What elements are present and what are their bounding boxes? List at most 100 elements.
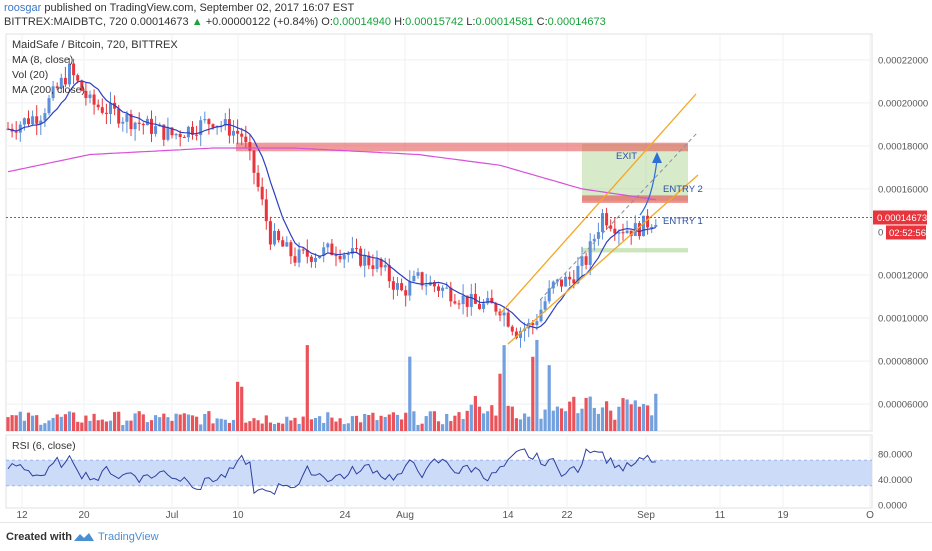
x-tick-label: 19 <box>777 510 789 521</box>
volume-bar <box>113 412 117 431</box>
candle-body <box>576 265 580 284</box>
volume-bar <box>141 414 145 431</box>
volume-bar <box>359 422 363 431</box>
candle-body <box>47 98 51 114</box>
candle-body <box>387 265 391 282</box>
candle-body <box>400 283 404 291</box>
volume-bar <box>92 413 96 431</box>
candle-body <box>309 256 313 262</box>
x-tick-label: 20 <box>78 510 90 521</box>
volume-bar <box>178 414 182 431</box>
legend-ma200[interactable]: MA (200, close) <box>12 84 85 96</box>
volume-bar <box>514 418 518 431</box>
volume-bar <box>22 420 26 431</box>
candle-body <box>420 272 424 286</box>
rsi-y-tick-label: 40.0000 <box>878 475 912 486</box>
candle-body <box>580 256 584 266</box>
rsi-y-tick-label: 0.0000 <box>878 501 907 512</box>
volume-bar <box>313 417 318 431</box>
candle-body <box>129 114 133 130</box>
candle-body <box>43 113 47 121</box>
candle-body <box>408 281 412 296</box>
candle-body <box>27 118 30 125</box>
candle-body <box>244 136 248 143</box>
y-tick-label: 0.00008000 <box>878 357 928 368</box>
volume-bar <box>531 356 535 431</box>
candle-body <box>412 275 416 282</box>
candle-body <box>88 94 92 99</box>
volume-bar <box>121 424 125 431</box>
ma200-line <box>7 147 656 201</box>
volume-bar <box>6 417 10 431</box>
candle-body <box>137 122 141 124</box>
volume-bar <box>629 404 633 431</box>
volume-bar <box>621 398 625 431</box>
volume-bar <box>63 414 67 431</box>
candle-body <box>305 250 309 257</box>
x-tick-label: 14 <box>502 510 514 521</box>
volume-bar <box>486 411 490 431</box>
volume-bar <box>84 415 88 431</box>
candle-body <box>482 303 486 309</box>
candle-body <box>560 279 563 287</box>
candle-body <box>248 142 252 151</box>
volume-bar <box>609 410 613 431</box>
high-label: H: <box>394 16 406 28</box>
volume-bar <box>473 396 477 431</box>
high-value: 0.00015742 <box>405 16 464 28</box>
candle-body <box>55 86 59 89</box>
volume-bar <box>654 393 658 431</box>
candle-body <box>236 130 240 134</box>
legend-vol[interactable]: Vol (20) <box>12 69 48 81</box>
rsi-legend[interactable]: RSI (6, close) <box>12 440 76 452</box>
y-tick-label: 0.00006000 <box>878 400 928 411</box>
volume-bar <box>162 413 166 431</box>
author-link[interactable]: roosgar <box>4 2 42 14</box>
volume-bar <box>31 415 35 431</box>
candle-body <box>543 301 547 310</box>
candle-body <box>404 290 408 296</box>
volume-bar <box>408 356 412 431</box>
chart-canvas[interactable]: EXIT ENTRY 2 ENTRY 1 12 20 Jul 10 24 Aug 14 22 Sep… <box>0 0 932 522</box>
volume-bar <box>600 407 605 431</box>
volume-bar <box>523 413 527 431</box>
volume-bar <box>55 414 59 431</box>
candle-body <box>478 303 481 309</box>
volume-bar <box>289 420 293 431</box>
candle-body <box>289 242 293 257</box>
candle-body <box>141 123 145 126</box>
candle-body <box>277 230 281 241</box>
volume-bar <box>588 396 592 431</box>
volume-bar <box>465 410 469 431</box>
volume-bar <box>650 415 654 431</box>
candle-body <box>223 119 227 126</box>
candle-body <box>133 122 137 130</box>
low-label: L: <box>466 16 476 28</box>
volume-bar <box>129 420 133 431</box>
volume-bar <box>322 422 326 431</box>
candle-body <box>293 256 297 263</box>
volume-bar <box>51 417 55 431</box>
volume-bar <box>285 416 289 431</box>
volume-bar <box>617 406 621 431</box>
main-pane[interactable] <box>5 33 873 432</box>
x-tick-label: 11 <box>715 510 726 521</box>
candle-body <box>121 121 125 124</box>
volume-bar <box>211 423 215 431</box>
footer: Created with TradingView <box>0 522 932 551</box>
volume-bar <box>596 413 600 431</box>
y-tick-label: 0.00010000 <box>878 314 928 325</box>
candle-body <box>22 118 26 125</box>
volume-bar <box>482 413 486 431</box>
volume-bar <box>498 373 502 431</box>
ma8-line <box>7 80 656 329</box>
rsi-band <box>6 460 872 486</box>
y-tick-label: 0.00016000 <box>878 184 928 195</box>
volume-bar <box>59 416 63 431</box>
volume-bar <box>100 419 104 431</box>
countdown-label: 02:52:56 <box>889 228 926 239</box>
tradingview-brand[interactable]: TradingView <box>98 531 159 543</box>
candle-body <box>14 131 18 133</box>
legend-ma8[interactable]: MA (8, close) <box>12 54 73 66</box>
volume-bar <box>35 415 39 431</box>
